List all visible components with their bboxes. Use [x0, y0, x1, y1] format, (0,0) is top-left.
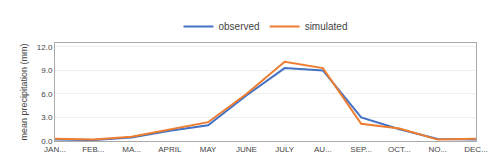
svg-text:JULY: JULY	[275, 145, 295, 154]
svg-text:NO...: NO...	[428, 145, 447, 154]
svg-text:simulated: simulated	[305, 21, 348, 32]
svg-text:12.0: 12.0	[37, 43, 53, 52]
svg-text:observed: observed	[219, 21, 260, 32]
svg-text:mean precipitation (mm): mean precipitation (mm)	[19, 43, 29, 140]
svg-text:JAN...: JAN...	[44, 145, 66, 154]
svg-text:9.0: 9.0	[41, 66, 53, 75]
svg-text:AU...: AU...	[314, 145, 332, 154]
svg-text:SEP...: SEP...	[350, 145, 372, 154]
svg-text:OCT...: OCT...	[388, 145, 411, 154]
svg-text:FEB...: FEB...	[82, 145, 104, 154]
svg-text:6.0: 6.0	[41, 90, 53, 99]
svg-text:APRIL: APRIL	[158, 145, 182, 154]
svg-text:MAY: MAY	[200, 145, 217, 154]
svg-text:0.0: 0.0	[41, 137, 53, 146]
svg-text:3.0: 3.0	[41, 113, 53, 122]
svg-text:DEC...: DEC...	[464, 145, 488, 154]
svg-text:MA...: MA...	[122, 145, 141, 154]
svg-text:JUNE: JUNE	[236, 145, 257, 154]
